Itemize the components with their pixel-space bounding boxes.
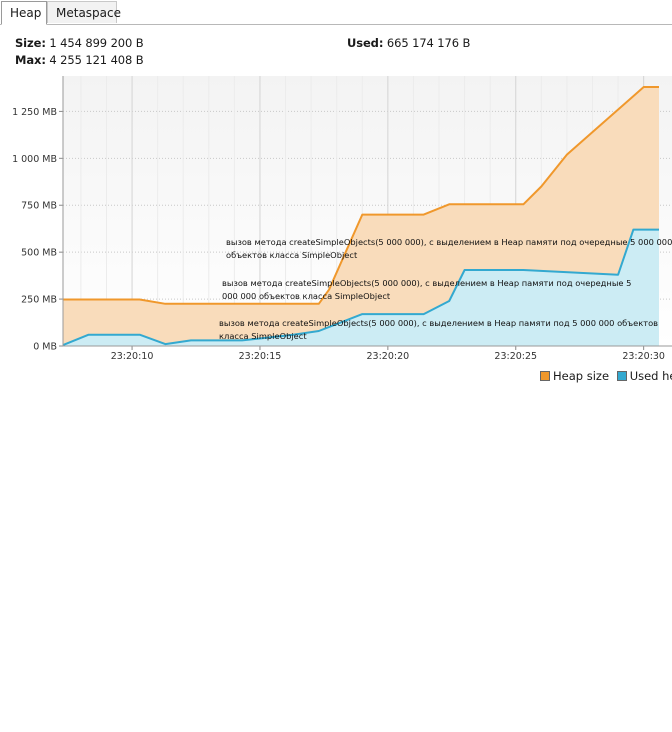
legend: Heap size Used heap bbox=[540, 369, 672, 385]
x-tick-label: 23:20:30 bbox=[622, 351, 665, 362]
axes: 0 MB 250 MB 500 MB 750 MB 1 000 MB 1 250 MB 23… bbox=[12, 76, 672, 362]
heap-size-swatch bbox=[540, 371, 550, 381]
annotation-3-line2: класса SimpleObject bbox=[219, 331, 307, 341]
legend-heap-size[interactable]: Heap size bbox=[540, 369, 609, 383]
used-heap-line bbox=[62, 228, 659, 347]
x-tick-label: 23:20:15 bbox=[239, 351, 282, 362]
heap-size-line bbox=[63, 86, 659, 305]
used-heap-swatch bbox=[616, 371, 627, 381]
used-value: 665 174 176 B bbox=[386, 36, 471, 50]
heap-chart: 0 MB 250 MB 500 MB 750 MB 1 000 MB 1 250 MB 23… bbox=[12, 76, 672, 362]
legend-used-heap-label: Used heap bbox=[629, 369, 672, 383]
x-tick-label: 23:20:25 bbox=[494, 351, 537, 362]
y-tick-label: 1 250 MB bbox=[12, 107, 57, 118]
annotation-1-line1: вызов метода createSimpleObjects(5 000 0… bbox=[226, 237, 672, 247]
annotation-1-line2: объектов класса SimpleObject bbox=[226, 250, 358, 260]
annotation-2-line1: вызов метода createSimpleObjects(5 000 0… bbox=[222, 278, 631, 288]
series bbox=[62, 86, 659, 347]
y-tick-label: 0 MB bbox=[33, 342, 57, 353]
x-tick-label: 23:20:20 bbox=[367, 351, 410, 362]
tab-metaspace[interactable]: Metaspace bbox=[47, 1, 121, 23]
used-label: Used: bbox=[347, 36, 384, 50]
max-stat: Max: 4 255 121 408 B bbox=[15, 53, 144, 67]
tab-heap[interactable]: Heap bbox=[1, 1, 47, 25]
legend-heap-size-label: Heap size bbox=[553, 369, 610, 383]
legend-used-heap[interactable]: Used heap bbox=[616, 369, 672, 383]
tab-bar: Heap Metaspace bbox=[0, 0, 672, 25]
size-stat: Size: 1 454 899 200 B bbox=[15, 36, 144, 50]
max-value: 4 255 121 408 B bbox=[49, 53, 144, 67]
used-heap-area bbox=[63, 229, 659, 346]
x-tick-label: 23:20:10 bbox=[111, 351, 154, 362]
used-stat: Used: 665 174 176 B bbox=[347, 36, 470, 50]
annotation-3-line1: вызов метода createSimpleObjects(5 000 0… bbox=[219, 318, 658, 328]
y-tick-label: 1 000 MB bbox=[12, 154, 57, 165]
size-value: 1 454 899 200 B bbox=[49, 36, 144, 50]
y-tick-label: 750 MB bbox=[21, 201, 57, 212]
max-label: Max: bbox=[15, 53, 46, 67]
y-tick-label: 500 MB bbox=[21, 248, 57, 259]
annotations: вызов метода createSimpleObjects(5 000 0… bbox=[219, 237, 672, 341]
y-tick-label: 250 MB bbox=[21, 295, 57, 306]
annotation-2-line2: 000 000 объектов класса SimpleObject bbox=[222, 291, 391, 301]
size-label: Size: bbox=[15, 36, 46, 50]
